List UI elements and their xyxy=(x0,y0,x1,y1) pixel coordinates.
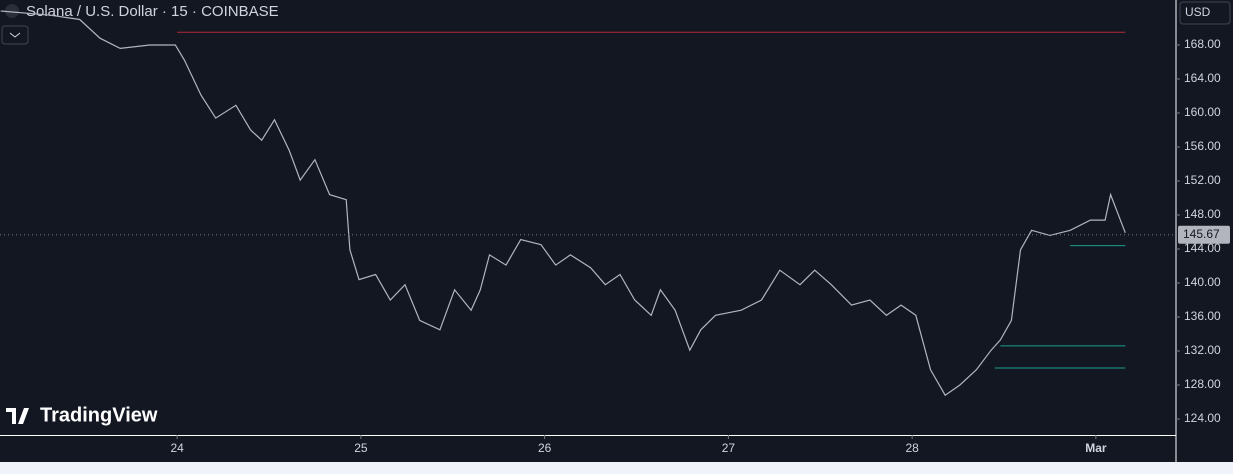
y-tick-label: 168.00 xyxy=(1184,37,1221,51)
x-tick-label: Mar xyxy=(1085,441,1107,455)
price-line xyxy=(0,10,1126,397)
x-tick-label: 26 xyxy=(538,441,552,455)
y-tick-label: 144.00 xyxy=(1184,241,1221,255)
chevron xyxy=(9,32,21,38)
y-tick-label: 124.00 xyxy=(1184,411,1221,425)
x-tick-label: 28 xyxy=(905,441,919,455)
y-tick-label: 160.00 xyxy=(1184,105,1221,119)
y-tick-label: 164.00 xyxy=(1184,71,1221,85)
brand: TradingView xyxy=(40,404,158,426)
x-tick-label: 24 xyxy=(170,441,184,455)
y-tick-label: 152.00 xyxy=(1184,173,1221,187)
collapse-button[interactable] xyxy=(1,25,29,45)
last-price-label: 145.67 xyxy=(1183,227,1220,241)
chart-title: Solana / U.S. Dollar · 15 · COINBASE xyxy=(26,3,279,20)
y-tick-label: 136.00 xyxy=(1184,309,1221,323)
symbol-icon xyxy=(5,4,19,18)
brand-logo xyxy=(6,408,29,424)
x-tick-label: 25 xyxy=(354,441,368,455)
currency: USD xyxy=(1185,5,1211,19)
last-price-badge xyxy=(1178,225,1230,244)
currency-button[interactable] xyxy=(1179,1,1231,25)
bottom-strip xyxy=(0,462,1233,474)
y-tick-label: 148.00 xyxy=(1184,207,1221,221)
x-tick-label: 27 xyxy=(722,441,736,455)
y-tick-label: 128.00 xyxy=(1184,377,1221,391)
y-tick-label: 132.00 xyxy=(1184,343,1221,357)
y-tick-label: 140.00 xyxy=(1184,275,1221,289)
y-tick-label: 156.00 xyxy=(1184,139,1221,153)
